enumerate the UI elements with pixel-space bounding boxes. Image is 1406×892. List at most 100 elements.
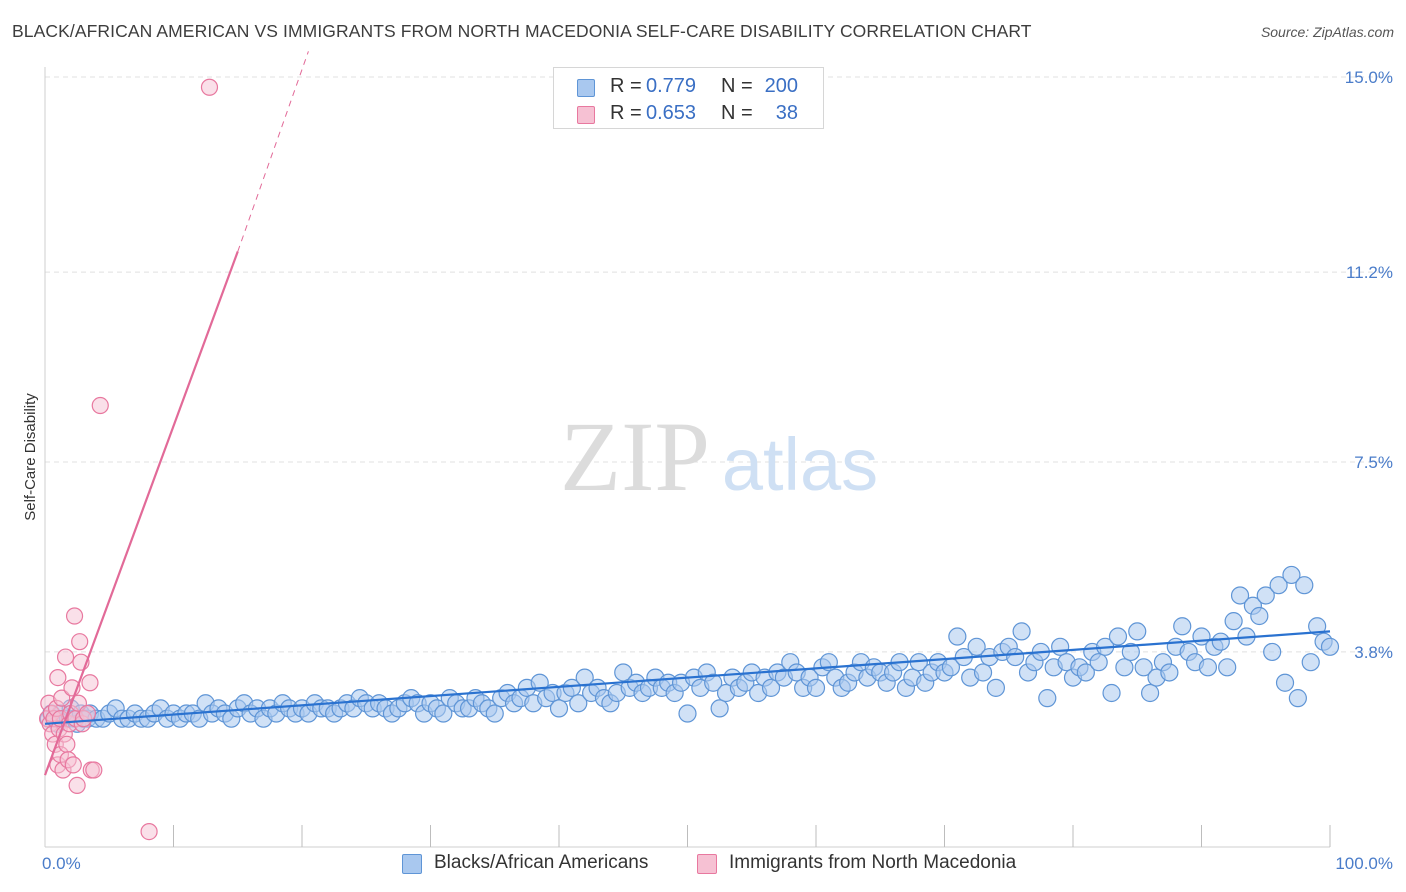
blue-point — [1301, 653, 1320, 672]
blue-point — [1128, 622, 1147, 641]
blue-point — [1218, 658, 1237, 677]
correlation-legend: R = 0.779 N = 200 R = 0.653 N = 38 — [553, 67, 824, 129]
legend-label: Blacks/African Americans — [434, 852, 649, 873]
pink-point — [53, 689, 71, 707]
blue-point — [806, 678, 826, 697]
blue-point — [1308, 617, 1327, 636]
blue-point — [1230, 586, 1250, 605]
blue-point — [967, 637, 986, 656]
blue-point — [973, 663, 993, 682]
legend-row-pink: R = 0.653 N = 38 — [554, 102, 823, 128]
legend-label: Immigrants from North Macedonia — [729, 852, 1017, 873]
y-tick-label: 11.2% — [1346, 263, 1393, 282]
x-tick-label: 0.0% — [42, 854, 81, 873]
pink-point — [78, 704, 97, 723]
legend-n-value: 38 — [775, 102, 798, 124]
blue-point — [1295, 576, 1314, 595]
pink-point — [56, 648, 75, 666]
watermark-atlas: atlas — [722, 423, 878, 506]
blue-point — [1250, 606, 1269, 626]
blue-point — [1140, 683, 1160, 703]
legend-r-value: 0.653 — [646, 102, 697, 124]
pink-series-points — [38, 78, 219, 841]
pink-point — [71, 633, 89, 651]
blue-swatch — [577, 79, 595, 97]
blue-point — [1198, 658, 1218, 677]
blue-point — [1275, 673, 1295, 692]
blue-point — [549, 699, 569, 718]
pink-point — [140, 822, 158, 841]
blue-point — [1269, 576, 1288, 595]
blue-point — [761, 678, 781, 697]
blue-point — [948, 627, 967, 646]
legend-row-blue: R = 0.779 N = 200 — [554, 75, 823, 101]
y-axis-label: Self-Care Disability — [22, 393, 39, 521]
pink-trend-line — [43, 251, 239, 776]
legend-n-label: N = — [721, 102, 753, 124]
blue-point — [562, 678, 581, 697]
source-credit: Source: ZipAtlas.com — [1260, 24, 1394, 40]
blue-trend-line — [44, 630, 1331, 725]
pink-swatch — [577, 106, 595, 124]
pink-swatch — [697, 854, 717, 874]
blue-point — [1256, 586, 1275, 605]
blue-point — [1263, 642, 1282, 662]
y-tick-label: 7.5% — [1354, 453, 1393, 472]
pink-point — [49, 668, 67, 687]
blue-point — [1320, 637, 1340, 656]
blue-point — [1076, 663, 1095, 682]
pink-point — [91, 396, 109, 415]
blue-point — [1160, 663, 1179, 682]
x-ticks: 0.0% 100.0% — [42, 825, 1393, 873]
blue-series-points — [39, 565, 1340, 733]
blue-point — [1115, 658, 1134, 677]
blue-point — [710, 699, 729, 718]
blue-point — [1211, 632, 1230, 651]
pink-point — [68, 776, 86, 795]
blue-point — [1089, 653, 1108, 672]
blue-point — [434, 704, 453, 723]
blue-swatch — [402, 854, 422, 874]
blue-point — [485, 704, 504, 723]
blue-point — [1224, 612, 1243, 631]
blue-point — [569, 694, 588, 713]
blue-point — [1173, 617, 1192, 636]
blue-point — [1108, 627, 1128, 646]
grid-lines — [45, 76, 1390, 653]
series-legend: Blacks/African Americans Immigrants from… — [0, 852, 1406, 876]
pink-point — [58, 735, 76, 753]
y-tick-label: 15.0% — [1345, 68, 1393, 87]
pink-point — [81, 674, 99, 692]
blue-point — [1121, 642, 1140, 662]
legend-r-label: R = — [610, 102, 642, 124]
blue-point — [678, 704, 697, 723]
blue-point — [1012, 622, 1031, 641]
legend-r-label: R = — [610, 75, 642, 97]
blue-point — [1006, 647, 1025, 667]
watermark: ZIP atlas — [560, 401, 878, 512]
blue-point — [1038, 689, 1057, 708]
x-tick-label: 100.0% — [1335, 854, 1393, 873]
y-tick-labels: 3.8% 7.5% 11.2% 15.0% — [1345, 68, 1393, 662]
pink-point — [200, 78, 219, 96]
legend-n-value: 200 — [764, 75, 798, 97]
blue-point — [704, 673, 723, 692]
blue-point — [1282, 565, 1301, 585]
pink-point — [65, 607, 84, 625]
trend-lines — [43, 51, 1331, 776]
blue-point — [1051, 637, 1070, 656]
blue-point — [1288, 689, 1307, 708]
legend-r-value: 0.779 — [646, 75, 697, 97]
pink-trend-extension — [237, 51, 309, 252]
blue-point — [1134, 658, 1153, 677]
y-tick-label: 3.8% — [1354, 643, 1393, 662]
chart-title: BLACK/AFRICAN AMERICAN VS IMMIGRANTS FRO… — [12, 21, 1032, 41]
blue-point — [986, 678, 1006, 697]
blue-point — [1102, 683, 1121, 703]
blue-point — [575, 668, 594, 687]
pink-point — [64, 756, 82, 774]
legend-n-label: N = — [721, 75, 753, 97]
blue-point — [614, 663, 633, 682]
pink-point — [85, 761, 103, 779]
